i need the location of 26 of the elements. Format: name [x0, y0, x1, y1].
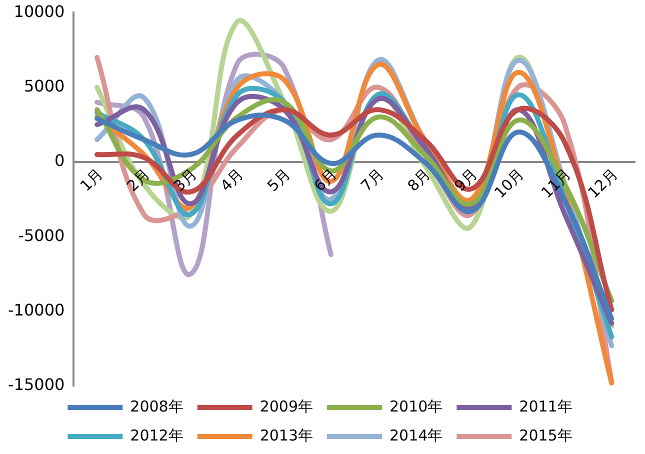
legend-label: 2015年 — [519, 426, 572, 444]
x-tick-label: 8月 — [404, 164, 434, 195]
x-tick-label: 5月 — [264, 164, 294, 195]
legend-label: 2008年 — [130, 397, 184, 416]
legend-label: 2012年 — [130, 426, 184, 444]
x-tick-label: 4月 — [216, 164, 247, 195]
x-tick-label: 9月 — [450, 164, 481, 195]
x-tick-label: 2月 — [123, 164, 154, 195]
legend-label: 2013年 — [260, 426, 314, 444]
y-tick-label: -15000 — [8, 375, 65, 394]
x-tick-label: 7月 — [357, 164, 388, 195]
y-tick-label: 10000 — [14, 2, 65, 21]
legend-label: 2009年 — [260, 397, 314, 416]
legend-label: 2010年 — [390, 397, 443, 416]
x-tick-label: 3月 — [170, 164, 200, 195]
y-tick-label: 5000 — [24, 76, 65, 96]
x-tick-label: 10月 — [490, 164, 528, 202]
x-tick-label: 6月 — [310, 164, 341, 195]
legend-label: 2014年 — [390, 426, 443, 444]
y-tick-label: 0 — [54, 151, 65, 170]
x-tick-label: 12月 — [584, 164, 622, 202]
x-tick-label: 11月 — [538, 164, 574, 202]
y-tick-label: -10000 — [8, 300, 65, 320]
x-tick-label: 1月 — [76, 164, 107, 195]
legend-label: 2011年 — [519, 397, 572, 416]
y-tick-label: -5000 — [18, 226, 65, 245]
